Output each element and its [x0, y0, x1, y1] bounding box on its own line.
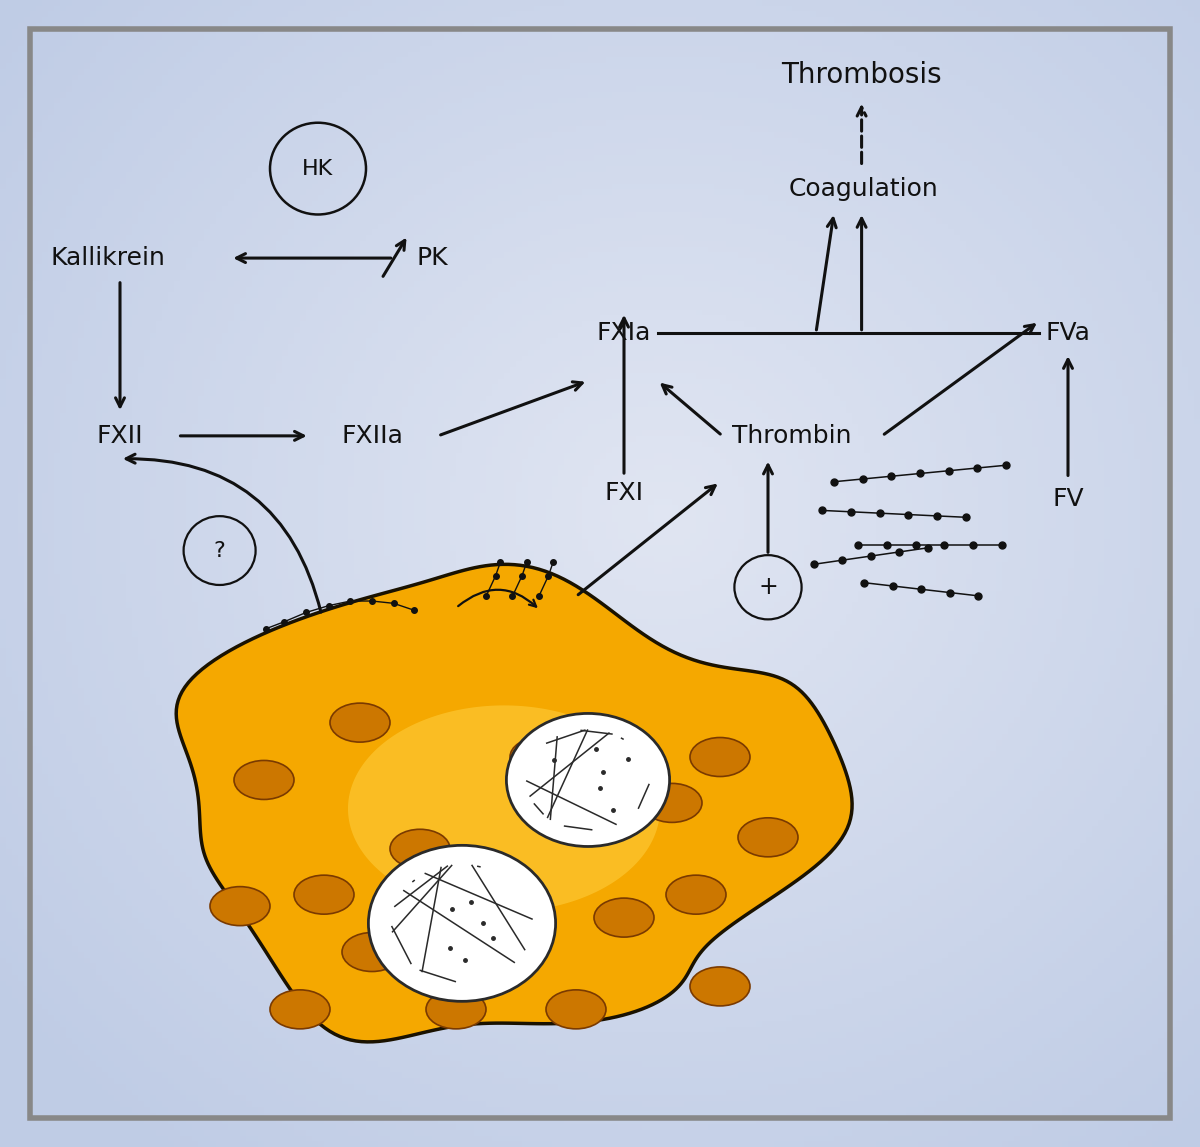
FancyArrowPatch shape	[578, 485, 715, 594]
FancyArrowPatch shape	[440, 382, 582, 435]
Text: Thrombin: Thrombin	[732, 424, 852, 447]
FancyArrowPatch shape	[1063, 359, 1073, 476]
Polygon shape	[176, 564, 852, 1041]
Text: Coagulation: Coagulation	[790, 178, 938, 201]
Text: +: +	[758, 576, 778, 599]
Ellipse shape	[738, 818, 798, 857]
FancyArrowPatch shape	[236, 253, 391, 263]
Text: FXIa: FXIa	[596, 321, 652, 344]
FancyArrowPatch shape	[816, 218, 836, 330]
Ellipse shape	[234, 760, 294, 799]
FancyArrowPatch shape	[857, 218, 866, 330]
Text: FXII: FXII	[97, 424, 143, 447]
FancyArrowPatch shape	[763, 465, 773, 553]
Ellipse shape	[342, 933, 402, 972]
Ellipse shape	[270, 990, 330, 1029]
FancyArrowPatch shape	[115, 282, 125, 407]
Text: PK: PK	[416, 247, 448, 270]
Text: Kallikrein: Kallikrein	[50, 247, 166, 270]
Ellipse shape	[390, 829, 450, 868]
Ellipse shape	[330, 703, 390, 742]
FancyArrowPatch shape	[619, 318, 629, 474]
Ellipse shape	[690, 967, 750, 1006]
Ellipse shape	[426, 990, 486, 1029]
Ellipse shape	[642, 783, 702, 822]
Text: HK: HK	[302, 158, 334, 179]
Text: FVa: FVa	[1045, 321, 1091, 344]
FancyArrowPatch shape	[180, 431, 304, 440]
FancyArrowPatch shape	[662, 384, 720, 434]
Ellipse shape	[506, 713, 670, 846]
Text: FV: FV	[1052, 487, 1084, 510]
Ellipse shape	[368, 845, 556, 1001]
Text: FXIIa: FXIIa	[341, 424, 403, 447]
Polygon shape	[348, 705, 660, 912]
Ellipse shape	[210, 887, 270, 926]
Ellipse shape	[666, 875, 726, 914]
Ellipse shape	[594, 898, 654, 937]
Text: ?: ?	[214, 540, 226, 561]
FancyArrowPatch shape	[884, 325, 1034, 435]
Ellipse shape	[294, 875, 354, 914]
Ellipse shape	[546, 990, 606, 1029]
FancyArrowPatch shape	[126, 454, 320, 612]
FancyArrowPatch shape	[857, 107, 866, 164]
Ellipse shape	[510, 738, 570, 777]
Text: Thrombosis: Thrombosis	[781, 61, 942, 88]
Text: FXI: FXI	[605, 482, 643, 505]
FancyArrowPatch shape	[458, 590, 536, 607]
Ellipse shape	[690, 738, 750, 777]
FancyArrowPatch shape	[383, 241, 404, 276]
